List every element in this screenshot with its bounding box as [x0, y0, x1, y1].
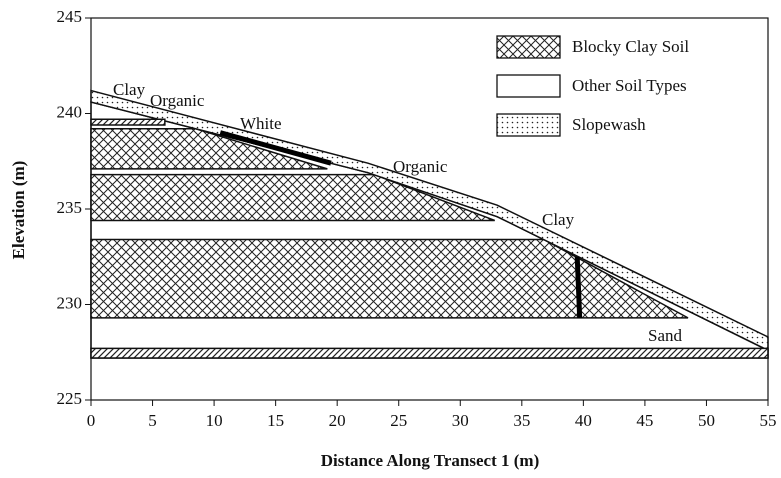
annotation: Organic — [150, 91, 205, 110]
x-tick-label: 25 — [390, 411, 407, 430]
feature-line — [577, 257, 579, 318]
x-tick-label: 20 — [329, 411, 346, 430]
annotation: Sand — [648, 326, 683, 345]
x-tick-label: 45 — [636, 411, 653, 430]
annotation: Clay — [113, 80, 146, 99]
x-tick-label: 50 — [698, 411, 715, 430]
x-tick-label: 10 — [206, 411, 223, 430]
legend-label: Other Soil Types — [572, 76, 687, 95]
chart: Distance Along Transect 1 (m) Elevation … — [0, 0, 781, 478]
legend-label: Blocky Clay Soil — [572, 37, 689, 56]
y-tick-label: 245 — [57, 7, 83, 26]
legend-label: Slopewash — [572, 115, 646, 134]
soil-layer — [91, 175, 495, 221]
y-tick-label: 240 — [57, 102, 83, 121]
y-axis-title: Elevation (m) — [9, 161, 28, 260]
soil-layer — [91, 348, 768, 358]
x-tick-label: 15 — [267, 411, 284, 430]
y-tick-label: 230 — [57, 293, 83, 312]
x-tick-label: 0 — [87, 411, 96, 430]
annotation: Organic — [393, 157, 448, 176]
annotation: Clay — [542, 210, 575, 229]
x-tick-label: 55 — [760, 411, 777, 430]
x-axis-title: Distance Along Transect 1 (m) — [321, 451, 539, 470]
y-tick-label: 235 — [57, 198, 83, 217]
legend-swatch — [497, 114, 560, 136]
x-tick-label: 30 — [452, 411, 469, 430]
x-tick-label: 40 — [575, 411, 592, 430]
legend-swatch — [497, 36, 560, 58]
legend-swatch — [497, 75, 560, 97]
y-tick-label: 225 — [57, 389, 83, 408]
annotation: White — [240, 114, 282, 133]
soil-layer — [91, 240, 688, 318]
soil-layer — [91, 119, 165, 125]
x-tick-label: 35 — [513, 411, 530, 430]
x-tick-label: 5 — [148, 411, 157, 430]
